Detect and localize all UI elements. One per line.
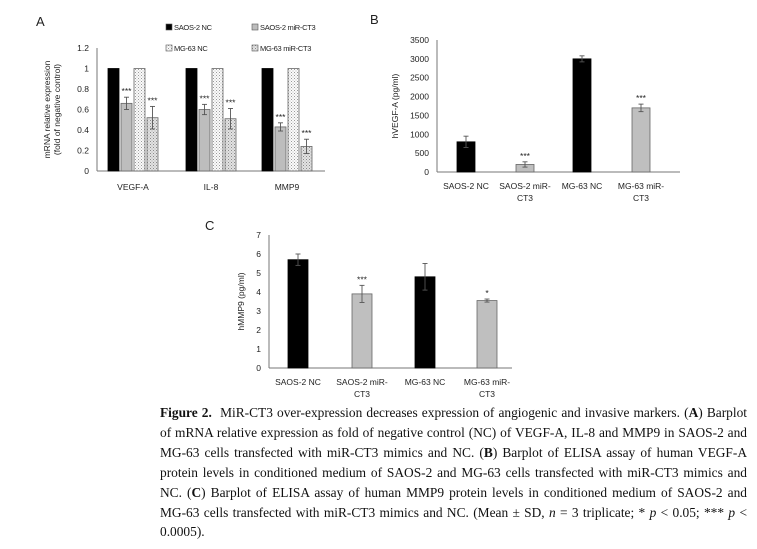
y-axis-label: (fold of negative control) [52,64,62,155]
significance-stars: *** [122,86,133,96]
panel-a-mrna-chart: A 0 0.2 0.4 0.6 0.8 1 1.2 mRNA relative expressi… [36,14,325,192]
bar [198,109,211,172]
y-tick-label: 0.6 [77,105,89,115]
y-tick-label: 1.2 [77,43,89,53]
caption-italic-symbol: p [649,504,657,520]
bar [120,102,133,172]
caption-italic-symbol: n [548,504,556,520]
y-tick-label: 0.4 [77,125,89,135]
y-tick-label: 0 [256,363,261,373]
x-tick-label: SAOS-2 miR- [336,377,388,387]
y-axis-label: mRNA relative expression [42,60,52,158]
y-axis-label: hMMP9 (pg/ml) [236,272,246,330]
y-tick-label: 4 [256,287,261,297]
caption-text: < 0.05; *** [656,504,729,520]
y-tick-label: 1000 [410,129,429,139]
y-tick-label: 2 [256,325,261,335]
legend-swatch [251,23,259,31]
x-tick-label: MG-63 NC [405,377,446,387]
y-tick-label: 500 [415,148,429,158]
bar [631,107,651,173]
caption-text: = 3 triplicate; * [555,504,650,520]
y-tick-label: 0.8 [77,84,89,94]
significance-stars: *** [520,151,531,161]
x-tick-label: IL-8 [204,182,219,192]
caption-panel-ref: B [483,444,493,460]
bar [351,293,373,369]
x-tick-label: MG-63 NC [562,181,603,191]
bar [287,68,300,172]
bar [107,68,120,172]
significance-stars: *** [200,93,211,103]
x-tick-label: CT3 [354,389,370,399]
legend-label: SAOS-2 NC [174,23,213,32]
y-tick-label: 1 [84,64,89,74]
y-tick-label: 3 [256,306,261,316]
significance-stars: *** [276,112,287,122]
x-tick-label: CT3 [517,193,533,203]
bar [274,126,287,172]
x-tick-label: MMP9 [275,182,300,192]
x-tick-label: CT3 [479,389,495,399]
caption-label: Figure 2. [160,405,212,420]
legend-label: MG-63 NC [174,44,208,53]
figure-charts: A 0 0.2 0.4 0.6 0.8 1 1.2 mRNA relative expressi… [36,12,680,399]
y-tick-label: 3000 [410,54,429,64]
caption-body: (A) Barplot of mRNA relative expression … [160,405,747,539]
x-tick-label: CT3 [633,193,649,203]
panel-c-mmp9-chart: C 0 1 2 3 4 5 6 7 hMMP9 (pg/ml) SAOS-2 NC SAOS-2 mi… [205,218,512,399]
legend-label: SAOS-2 miR-CT3 [260,23,316,32]
x-tick-label: SAOS-2 miR- [499,181,551,191]
y-tick-label: 0 [84,166,89,176]
bar [476,300,498,369]
bar [287,259,309,369]
significance-stars: *** [226,97,237,107]
caption-text: ) Barplot of ELISA assay of human MMP9 p… [160,484,747,520]
significance-stars: *** [302,128,313,138]
significance-stars: * [485,288,489,298]
caption-text: ) Barplot of ELISA assay of human VEGF-A… [160,444,747,500]
y-tick-label: 7 [256,230,261,240]
x-tick-label: SAOS-2 NC [443,181,489,191]
x-tick-label: VEGF-A [117,182,149,192]
significance-stars: *** [357,274,368,284]
panel-letter: A [36,14,45,29]
legend-swatch [165,23,173,31]
x-tick-label: SAOS-2 NC [275,377,321,387]
figure-caption: Figure 2. MiR-CT3 over-expression decrea… [160,403,747,542]
y-tick-label: 5 [256,268,261,278]
panel-letter: C [205,218,214,233]
caption-panel-ref: C [191,484,202,500]
y-tick-label: 3500 [410,35,429,45]
bar [133,68,146,172]
y-tick-label: 1 [256,344,261,354]
caption-panel-ref: A [688,405,699,420]
x-tick-label: MG-63 miR- [618,181,664,191]
legend-swatch [165,44,173,52]
caption-title: MiR-CT3 over-expression decreases expres… [220,405,680,420]
y-tick-label: 6 [256,249,261,259]
bar [261,68,274,172]
caption-text: < 0.0005). [160,504,747,540]
y-axis-label: hVEGF-A (pg/ml) [390,73,400,138]
significance-stars: *** [636,93,647,103]
significance-stars: *** [148,95,159,105]
panel-letter: B [370,12,379,27]
caption-text: ) Barplot of mRNA relative expression as… [160,405,748,460]
legend-label: MG-63 miR-CT3 [260,44,311,53]
y-tick-label: 0 [424,167,429,177]
caption-text: ( [684,405,689,420]
legend-swatch [251,44,259,52]
caption-italic-symbol: p [728,504,736,520]
panel-b-vegf-chart: B 0 500 1000 1500 2000 2500 3000 3500 hVEGF-A (pg… [370,12,680,203]
y-tick-label: 2000 [410,92,429,102]
bar [211,68,224,172]
x-tick-label: MG-63 miR- [464,377,510,387]
bar [185,68,198,172]
y-tick-label: 0.2 [77,146,89,156]
y-tick-label: 2500 [410,73,429,83]
y-tick-label: 1500 [410,110,429,120]
bar [572,58,592,173]
